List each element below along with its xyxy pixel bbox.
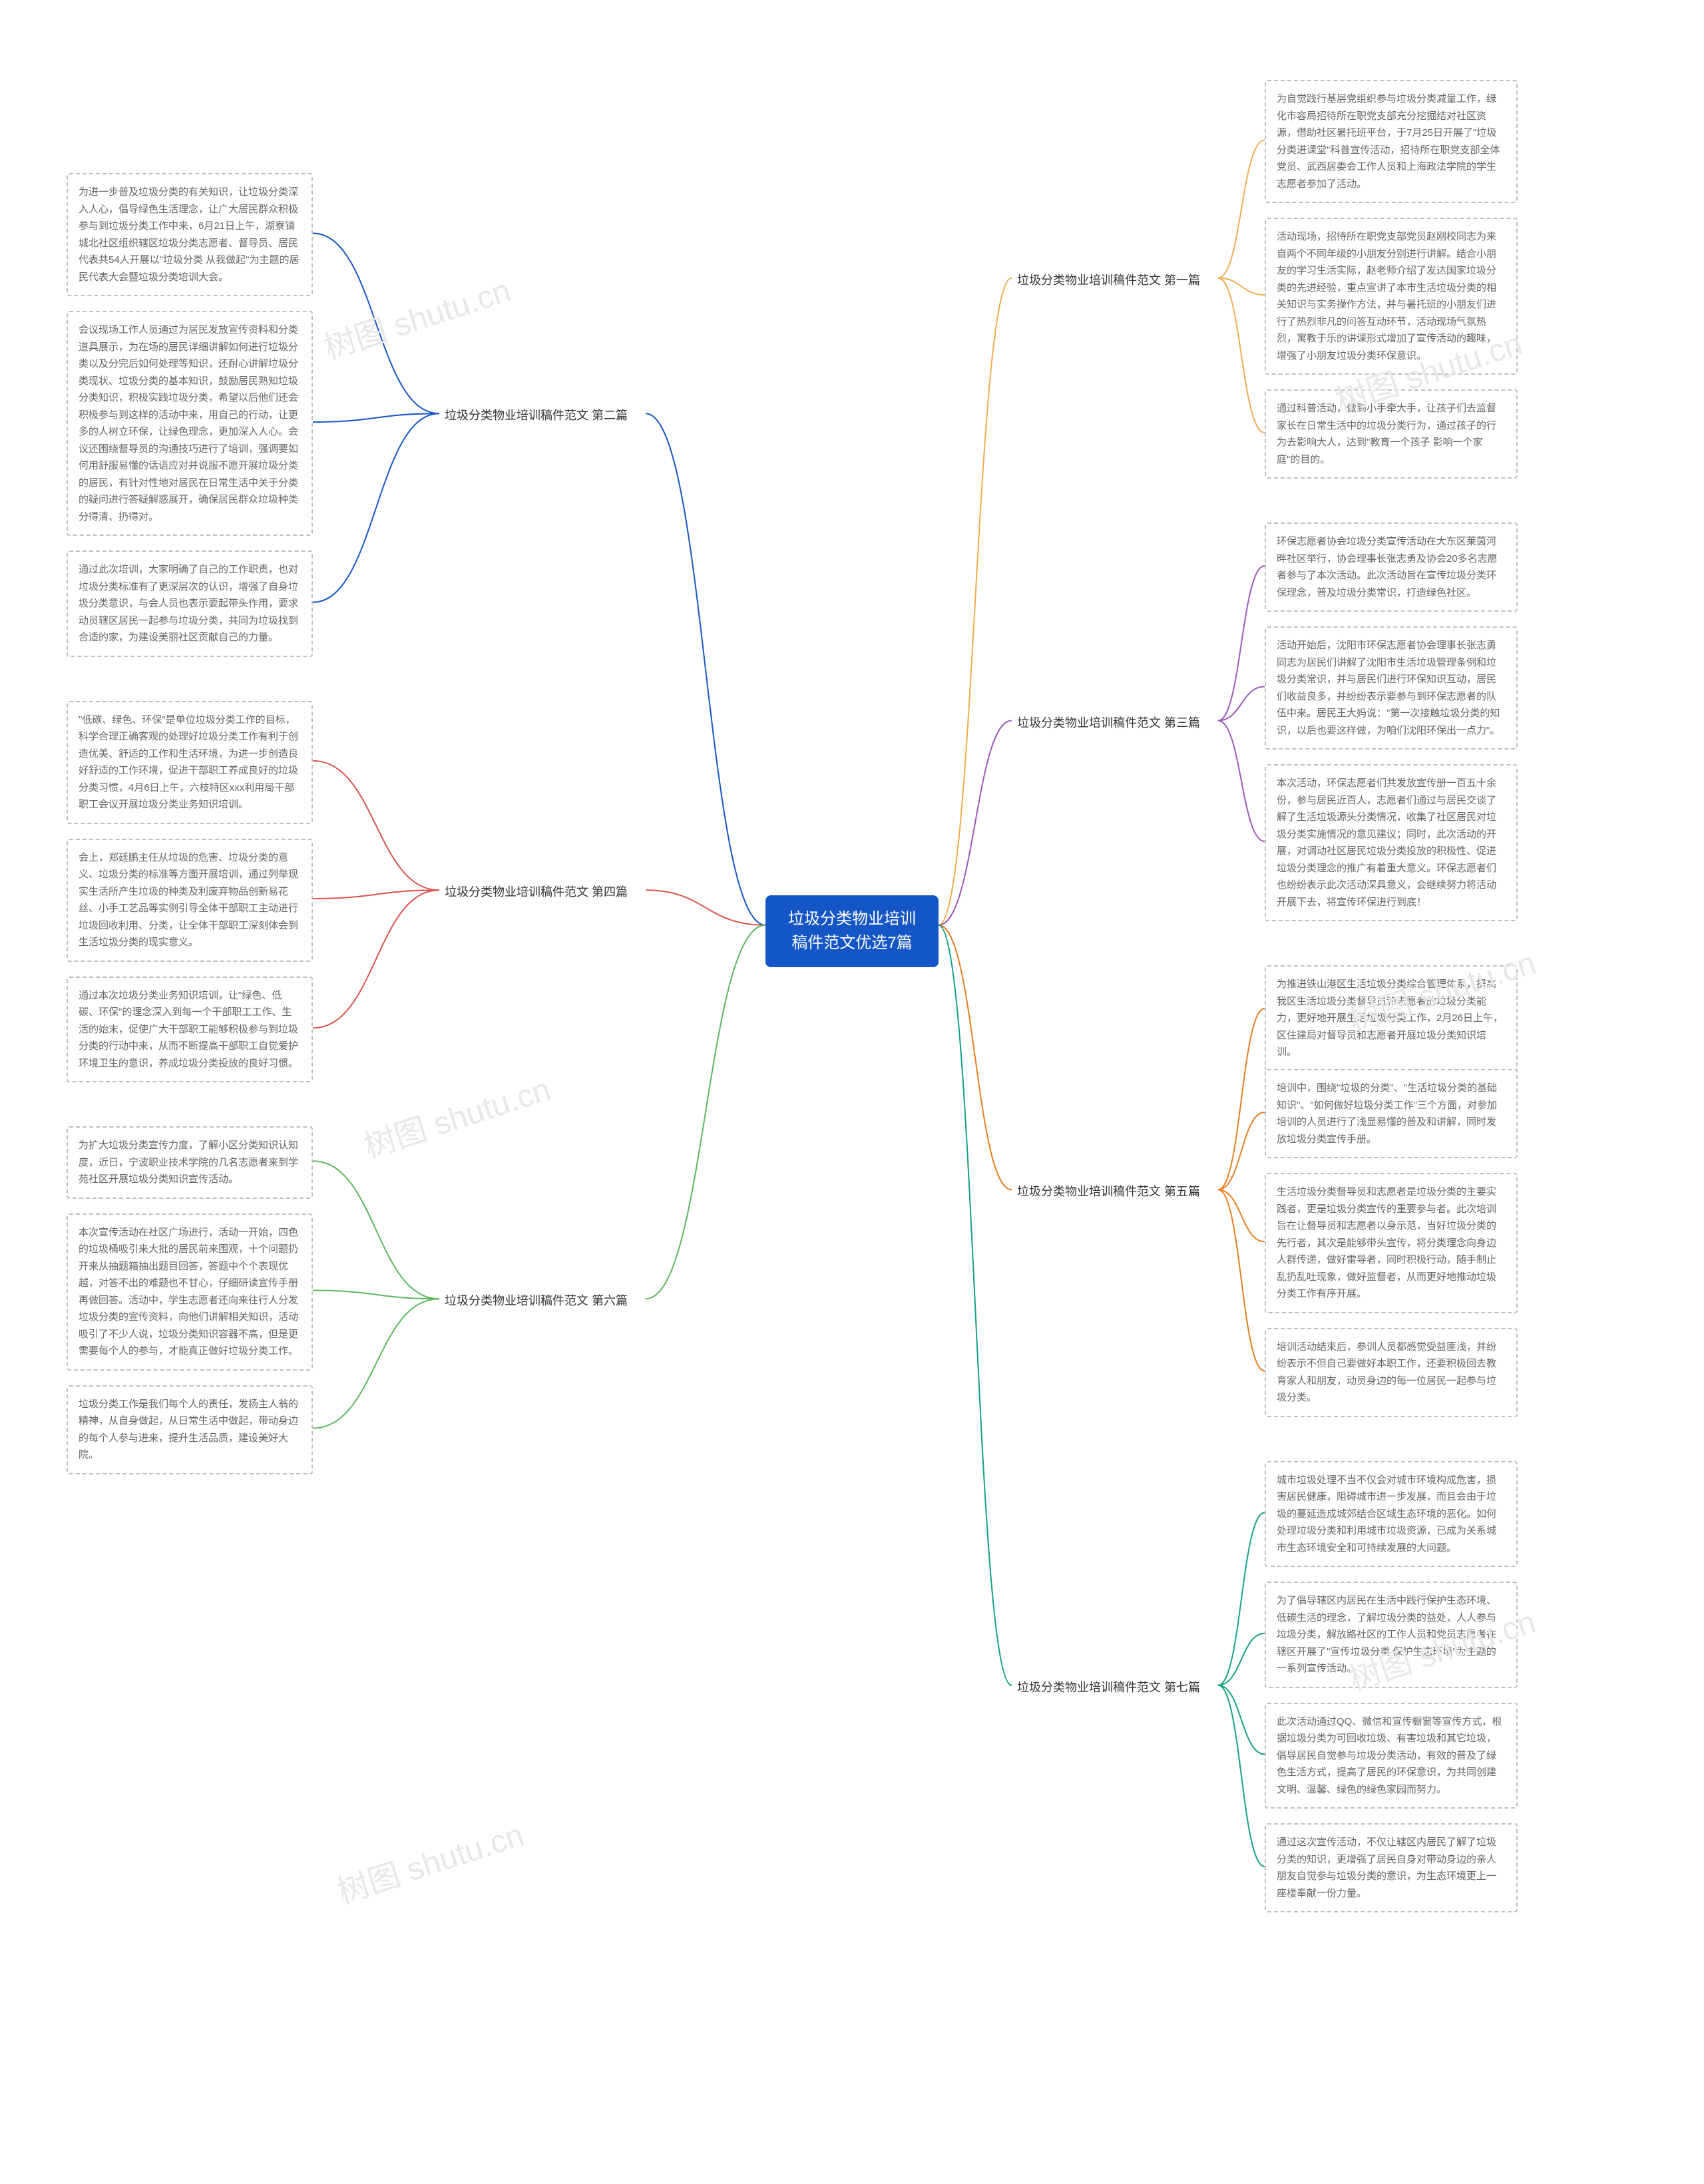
leaf-node: 通过此次培训，大家明确了自己的工作职责，也对垃圾分类标准有了更深层次的认识，增强… — [67, 550, 313, 657]
leaf-node: 本次活动，环保志愿者们共发放宣传册一百五十余份，参与居民近百人，志愿者们通过与居… — [1265, 764, 1518, 921]
leaf-node: 垃圾分类工作是我们每个人的责任，发扬主人翁的精神，从自身做起，从日常生活中做起，… — [67, 1385, 313, 1474]
branch-label: 垃圾分类物业培训稿件范文 第七篇 — [1012, 1675, 1218, 1698]
leaf-node: 通过这次宣传活动，不仅让辖区内居民了解了垃圾分类的知识，更增强了居民自身对带动身… — [1265, 1823, 1518, 1912]
leaf-node: 活动现场，招待所在职党支部党员赵刚校同志为来自两个不同年级的小朋友分别进行讲解。… — [1265, 218, 1518, 375]
leaf-node: 为自觉践行基层党组织参与垃圾分类减量工作，绿化市容局招待所在职党支部充分挖掘结对… — [1265, 80, 1518, 203]
leaf-node: 通过科普活动，做到小手牵大手，让孩子们去监督家长在日常生活中的垃圾分类行为，通过… — [1265, 389, 1518, 479]
leaf-node: 为扩大垃圾分类宣传力度，了解小区分类知识认知度，近日，宁波职业技术学院的几名志愿… — [67, 1126, 313, 1199]
leaf-node: 为进一步普及垃圾分类的有关知识，让垃圾分类深入人心，倡导绿色生活理念，让广大居民… — [67, 173, 313, 296]
branch-label: 垃圾分类物业培训稿件范文 第一篇 — [1012, 268, 1218, 291]
leaf-node: 为推进铁山港区生活垃圾分类综合管理体系，提高我区生活垃圾分类督导员和志愿者的垃圾… — [1265, 965, 1518, 1072]
leaf-node: 会上，郑廷鹏主任从垃圾的危害、垃圾分类的意义、垃圾分类的标准等方面开展培训，通过… — [67, 839, 313, 962]
branch-label: 垃圾分类物业培训稿件范文 第二篇 — [439, 403, 646, 426]
leaf-node: 活动开始后，沈阳市环保志愿者协会理事长张志勇同志为居民们讲解了沈阳市生活垃圾管理… — [1265, 626, 1518, 750]
leaf-node: 此次活动通过QQ、微信和宣传橱窗等宣传方式，根据垃圾分类为可回收垃圾、有害垃圾和… — [1265, 1703, 1518, 1809]
branch-label: 垃圾分类物业培训稿件范文 第三篇 — [1012, 711, 1218, 734]
leaf-node: 生活垃圾分类督导员和志愿者是垃圾分类的主要实践者，更是垃圾分类宣传的重要参与者。… — [1265, 1173, 1518, 1313]
leaf-node: 城市垃圾处理不当不仅会对城市环境构成危害，损害居民健康，阻碍城市进一步发展，而且… — [1265, 1461, 1518, 1568]
mindmap-root: 垃圾分类物业培训稿件范文优选7篇 — [765, 895, 939, 967]
leaf-node: 通过本次垃圾分类业务知识培训，让"绿色、低碳、环保"的理念深入到每一个干部职工工… — [67, 977, 313, 1083]
branch-label: 垃圾分类物业培训稿件范文 第六篇 — [439, 1289, 646, 1311]
branch-label: 垃圾分类物业培训稿件范文 第四篇 — [439, 880, 646, 903]
leaf-node: 环保志愿者协会垃圾分类宣传活动在大东区莱茵河畔社区举行，协会理事长张志勇及协会2… — [1265, 523, 1518, 612]
leaf-node: "低碳、绿色、环保"是单位垃圾分类工作的目标，科学合理正确客观的处理好垃圾分类工… — [67, 701, 313, 824]
leaf-node: 培训中，围绕"垃圾的分类"、"生活垃圾分类的基础知识"、"如何做好垃圾分类工作"… — [1265, 1069, 1518, 1158]
branch-label: 垃圾分类物业培训稿件范文 第五篇 — [1012, 1180, 1218, 1202]
leaf-node: 为了倡导辖区内居民在生活中践行保护生态环境、低碳生活的理念，了解垃圾分类的益处，… — [1265, 1582, 1518, 1688]
leaf-node: 培训活动结束后，参训人员都感觉受益匪浅，并纷纷表示不但自己要做好本职工作，还要积… — [1265, 1328, 1518, 1417]
leaf-node: 会议现场工作人员通过为居民发放宣传资料和分类道具展示，为在场的居民详细讲解如何进… — [67, 311, 313, 536]
leaf-node: 本次宣传活动在社区广场进行，活动一开始，四色的垃圾桶吸引来大批的居民前来围观，十… — [67, 1213, 313, 1371]
